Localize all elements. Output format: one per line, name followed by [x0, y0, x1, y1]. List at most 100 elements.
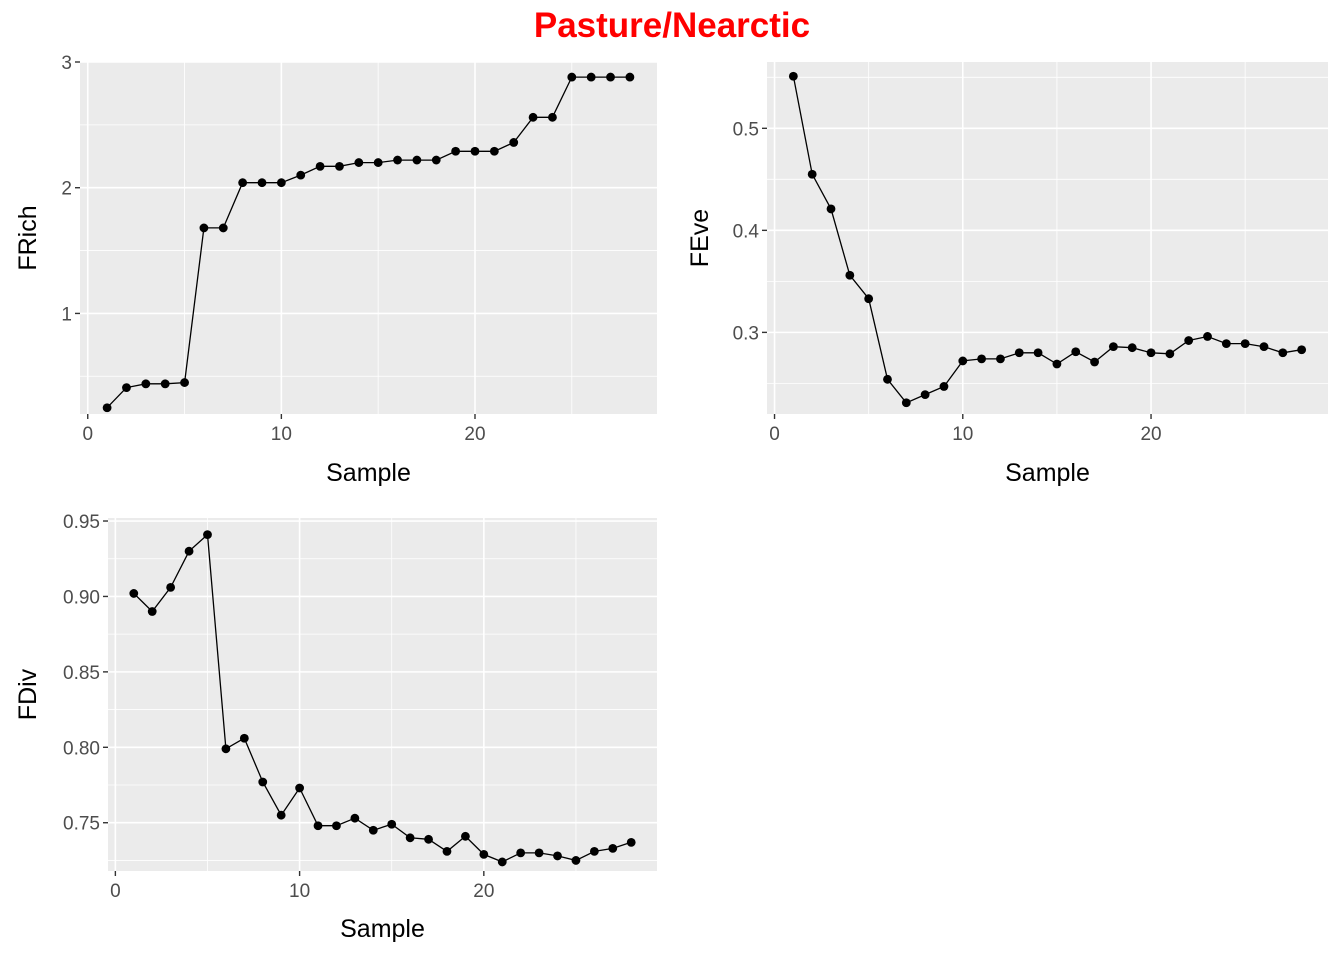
fdiv-y-tick-label: 0.95	[63, 512, 100, 533]
frich-data-point	[335, 161, 344, 171]
frich-x-tick-label: 10	[271, 424, 292, 445]
fdiv-y-tick-label: 0.85	[63, 663, 100, 684]
feve-x-axis-title: Sample	[1005, 459, 1090, 487]
feve-data-point	[1184, 336, 1194, 345]
fdiv-x-axis-title: Sample	[340, 915, 425, 943]
fdiv-data-point	[405, 833, 415, 843]
frich-data-point	[451, 146, 461, 156]
frich-data-point	[548, 112, 557, 122]
frich-data-point	[315, 161, 325, 171]
feve-data-point	[1278, 348, 1288, 358]
feve-panel-background	[767, 62, 1328, 414]
frich-data-point	[238, 178, 248, 188]
fdiv-data-point	[258, 777, 268, 787]
feve-x-tick-label: 20	[1140, 424, 1161, 445]
fdiv-y-tick-label: 0.80	[63, 738, 100, 759]
frich-data-point	[102, 403, 112, 413]
fdiv-panel-background	[108, 518, 657, 871]
feve-data-point	[1259, 342, 1269, 352]
fdiv-data-point	[626, 837, 636, 847]
feve-y-axis-title: FEve	[686, 209, 714, 267]
fdiv-data-point	[203, 530, 212, 539]
fdiv-data-point	[534, 848, 544, 858]
frich-data-point	[354, 158, 364, 167]
frich-data-point	[489, 146, 499, 156]
fdiv-series-line	[133, 533, 632, 863]
feve-data-point	[958, 356, 968, 366]
frich-data-point	[470, 146, 480, 156]
feve-data-point	[901, 398, 911, 408]
frich-data-point	[567, 72, 577, 82]
frich-panel: 0 10 20 1 2 3 Sample FRich	[14, 53, 657, 487]
frich-y-tick-label: 3	[61, 53, 72, 74]
fdiv-data-point	[295, 783, 304, 793]
fdiv-data-point	[387, 819, 397, 829]
feve-panel: 0 10 20 0.3 0.4 0.5 Sample FEve	[686, 62, 1328, 487]
fdiv-data-point	[239, 733, 249, 743]
frich-data-point	[218, 223, 228, 233]
feve-data-point	[1033, 348, 1043, 358]
feve-data-point	[788, 71, 798, 81]
frich-data-point	[509, 138, 519, 147]
feve-data-point	[1052, 359, 1062, 369]
fdiv-data-point	[497, 857, 507, 867]
feve-data-point	[1221, 339, 1231, 348]
fdiv-data-point	[221, 744, 231, 754]
fdiv-data-point	[516, 848, 526, 858]
fdiv-y-tick-label: 0.90	[63, 587, 100, 608]
feve-data-point	[1108, 342, 1118, 352]
fdiv-y-tick-label: 0.75	[63, 814, 100, 835]
feve-data-point	[1127, 343, 1137, 353]
fdiv-data-point	[608, 843, 618, 853]
fdiv-data-point	[424, 834, 433, 844]
frich-x-axis-title: Sample	[326, 459, 411, 487]
fdiv-data-point	[442, 846, 452, 856]
fdiv-y-axis-title: FDiv	[14, 668, 42, 720]
fdiv-x-tick-label: 20	[473, 881, 494, 902]
feve-data-point	[826, 204, 836, 214]
frich-data-point	[180, 378, 189, 387]
frich-data-point	[257, 178, 267, 188]
frich-data-point	[141, 379, 151, 389]
fdiv-data-point	[553, 851, 562, 861]
frich-data-point	[431, 155, 441, 165]
frich-series-line	[106, 76, 630, 409]
feve-data-point	[807, 169, 817, 179]
feve-data-point	[883, 374, 892, 384]
frich-y-tick-label: 1	[61, 304, 72, 325]
frich-data-point	[528, 112, 538, 122]
feve-y-tick-label: 0.3	[733, 323, 759, 344]
fdiv-data-point	[184, 546, 194, 556]
feve-data-point	[996, 354, 1005, 364]
feve-data-point	[1165, 349, 1175, 359]
figure-title: Pasture/Nearctic	[533, 6, 811, 45]
frich-data-point	[393, 155, 402, 165]
feve-data-point	[939, 382, 949, 391]
feve-data-point	[1071, 347, 1081, 357]
frich-data-point	[606, 72, 615, 82]
fdiv-data-point	[350, 813, 360, 823]
feve-y-tick-label: 0.5	[733, 119, 759, 140]
frich-data-point	[296, 170, 306, 180]
fdiv-data-point	[571, 856, 581, 865]
fdiv-x-tick-label: 10	[289, 881, 310, 902]
feve-data-point	[920, 390, 930, 400]
fdiv-data-point	[147, 607, 157, 616]
fdiv-panel: 0 10 20 0.75 0.80 0.85 0.90 0.95 Sample FDiv	[14, 512, 657, 943]
frich-data-point	[199, 223, 209, 233]
frich-data-point	[373, 158, 383, 167]
feve-data-point	[977, 354, 987, 364]
frich-panel-background	[80, 62, 657, 414]
frich-data-point	[160, 379, 170, 389]
frich-data-point	[412, 155, 422, 165]
feve-data-point	[1146, 348, 1156, 358]
fdiv-data-point	[276, 810, 286, 820]
frich-y-axis-title: FRich	[14, 205, 42, 270]
feve-data-point	[864, 294, 874, 304]
feve-x-tick-label: 0	[769, 424, 780, 445]
frich-x-tick-label: 0	[82, 424, 93, 445]
fdiv-data-point	[461, 831, 470, 841]
frich-x-tick-label: 20	[464, 424, 485, 445]
frich-data-point	[276, 178, 286, 188]
